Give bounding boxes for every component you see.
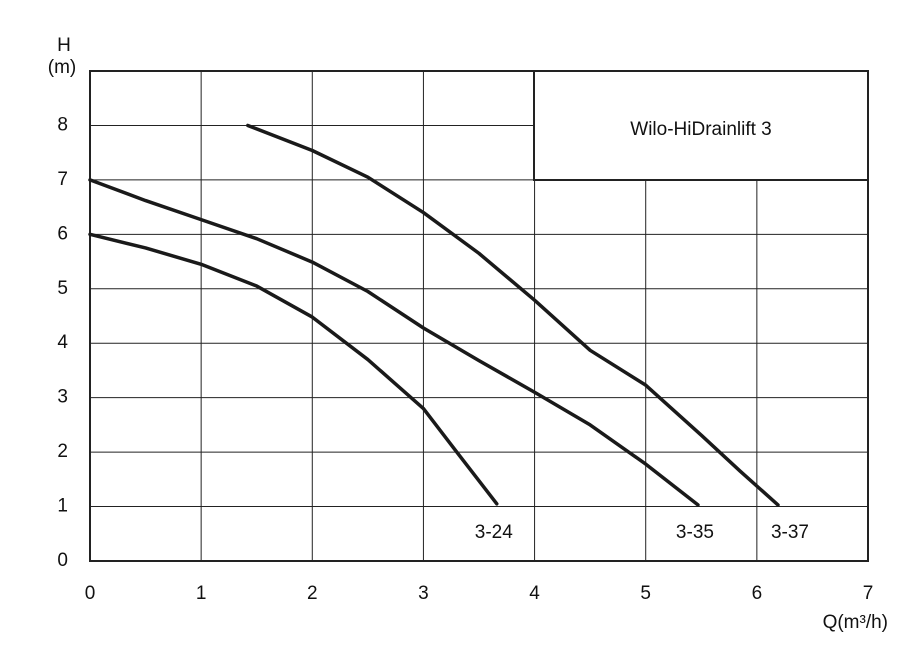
y-tick-label: 4 [57,332,68,353]
x-tick-label: 3 [418,583,429,604]
y-tick-label: 5 [57,278,68,299]
series-label: 3-24 [475,522,513,543]
x-tick-label: 4 [529,583,540,604]
series-line [88,178,700,507]
series-line [88,232,499,506]
x-axis-label: Q(m³/h) [823,612,888,633]
y-tick-label: 8 [57,114,68,135]
x-tick-label: 1 [196,583,207,604]
x-tick-label: 7 [863,583,874,604]
x-tick-label: 6 [752,583,763,604]
y-tick-label: 6 [57,223,68,244]
x-tick-label: 5 [640,583,651,604]
chart-title: Wilo-HiDrainlift 3 [630,119,771,140]
plot-frame [89,70,869,562]
series-label: 3-35 [676,522,714,543]
x-tick-label: 2 [307,583,318,604]
y-tick-label: 7 [57,169,68,190]
title-box [533,70,869,181]
series-label: 3-37 [771,522,809,543]
y-tick-label: 1 [57,496,68,517]
y-tick-label: 0 [57,550,68,571]
y-axis-label: H [57,35,71,56]
y-tick-label: 2 [57,441,68,462]
series-line [246,123,780,507]
y-tick-label: 3 [57,387,68,408]
x-tick-label: 0 [85,583,96,604]
y-axis-label: (m) [48,57,76,78]
